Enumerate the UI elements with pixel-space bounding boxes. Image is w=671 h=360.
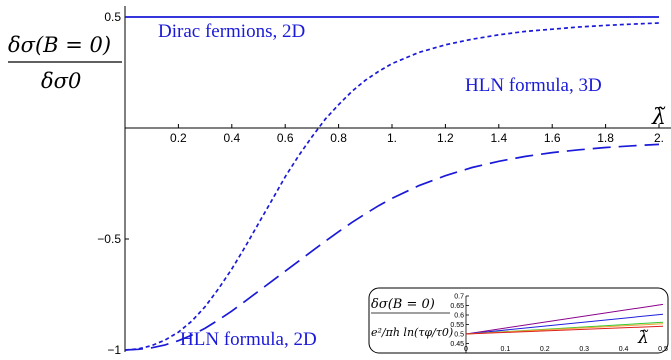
main-x-tick-label: 0.2 <box>170 131 187 145</box>
label-dirac-2d: Dirac fermions, 2D <box>158 21 305 42</box>
main-x-tick-label: 0.4 <box>223 131 240 145</box>
inset-y-tick-label: 0.65 <box>450 303 464 310</box>
label-hln-2d: HLN formula, 2D <box>180 329 317 350</box>
main-x-tick-label: 1.6 <box>544 131 561 145</box>
main-y-tick-label: 0.5 <box>104 10 121 24</box>
main-y-tick-label: −0.5 <box>97 232 121 246</box>
main-ylabel-numerator: δσ(B = 0) <box>8 33 111 57</box>
inset-ylabel-denominator-text: e²/πh ln(τφ/τ0) <box>371 326 453 339</box>
main-x-tick-label: 1.2 <box>437 131 454 145</box>
main-x-tick-label: 2. <box>654 131 664 145</box>
inset-y-tick-label: 0.5 <box>454 332 464 339</box>
inset-x-tick-label: 0.4 <box>619 346 629 353</box>
inset-x-tick-label: 0.2 <box>540 346 550 353</box>
inset-x-tick-label: 0.3 <box>579 346 589 353</box>
inset-x-tick-label: 0.1 <box>501 346 511 353</box>
inset-x-axis-label: λ̃ <box>637 328 649 348</box>
inset-ylabel-numerator: δσ(B = 0) <box>371 297 435 312</box>
inset-x-tick-label: 0.5 <box>658 346 668 353</box>
main-x-tick-label: 1.4 <box>490 131 507 145</box>
inset-x-tick-label: 0 <box>464 346 468 353</box>
inset-y-tick-label: 0.45 <box>450 341 464 348</box>
inset-chart: 0.450.50.550.60.650.70 0.1 0.2 0.3 0.4 0.5 δσ… <box>369 288 669 353</box>
main-y-tick-label: −1 <box>107 343 121 356</box>
main-x-tick-label: 1. <box>387 131 397 145</box>
main-x-tick-label: 0.8 <box>330 131 347 145</box>
main-x-tick-label: 1.8 <box>597 131 614 145</box>
main-y-axis-label: δσ(B = 0) δσ0 <box>8 33 122 93</box>
inset-y-tick-label: 0.6 <box>454 313 464 320</box>
inset-ylabel-denominator: e²/πh ln(τφ/τ0) <box>371 326 453 339</box>
main-x-tick-label: 0.6 <box>277 131 294 145</box>
label-hln-3d: HLN formula, 3D <box>465 75 602 96</box>
main-ylabel-denominator: δσ0 <box>41 69 81 93</box>
main-x-axis-label: λ̃ <box>651 105 666 130</box>
inset-y-tick-label: 0.7 <box>454 294 464 301</box>
